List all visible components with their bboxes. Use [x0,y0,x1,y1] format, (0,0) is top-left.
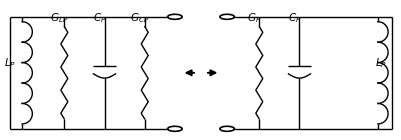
Text: $G_{CP}$: $G_{CP}$ [130,11,149,25]
Text: $C_P$: $C_P$ [287,11,301,25]
Circle shape [219,126,234,131]
Text: $G_{LP}$: $G_{LP}$ [50,11,69,25]
Text: $L_P$: $L_P$ [4,56,16,70]
Circle shape [167,14,182,19]
Text: $C_P$: $C_P$ [93,11,106,25]
Text: $G_P$: $G_P$ [247,11,261,25]
Text: $L_P$: $L_P$ [374,56,386,70]
Circle shape [219,14,234,19]
Circle shape [167,126,182,131]
